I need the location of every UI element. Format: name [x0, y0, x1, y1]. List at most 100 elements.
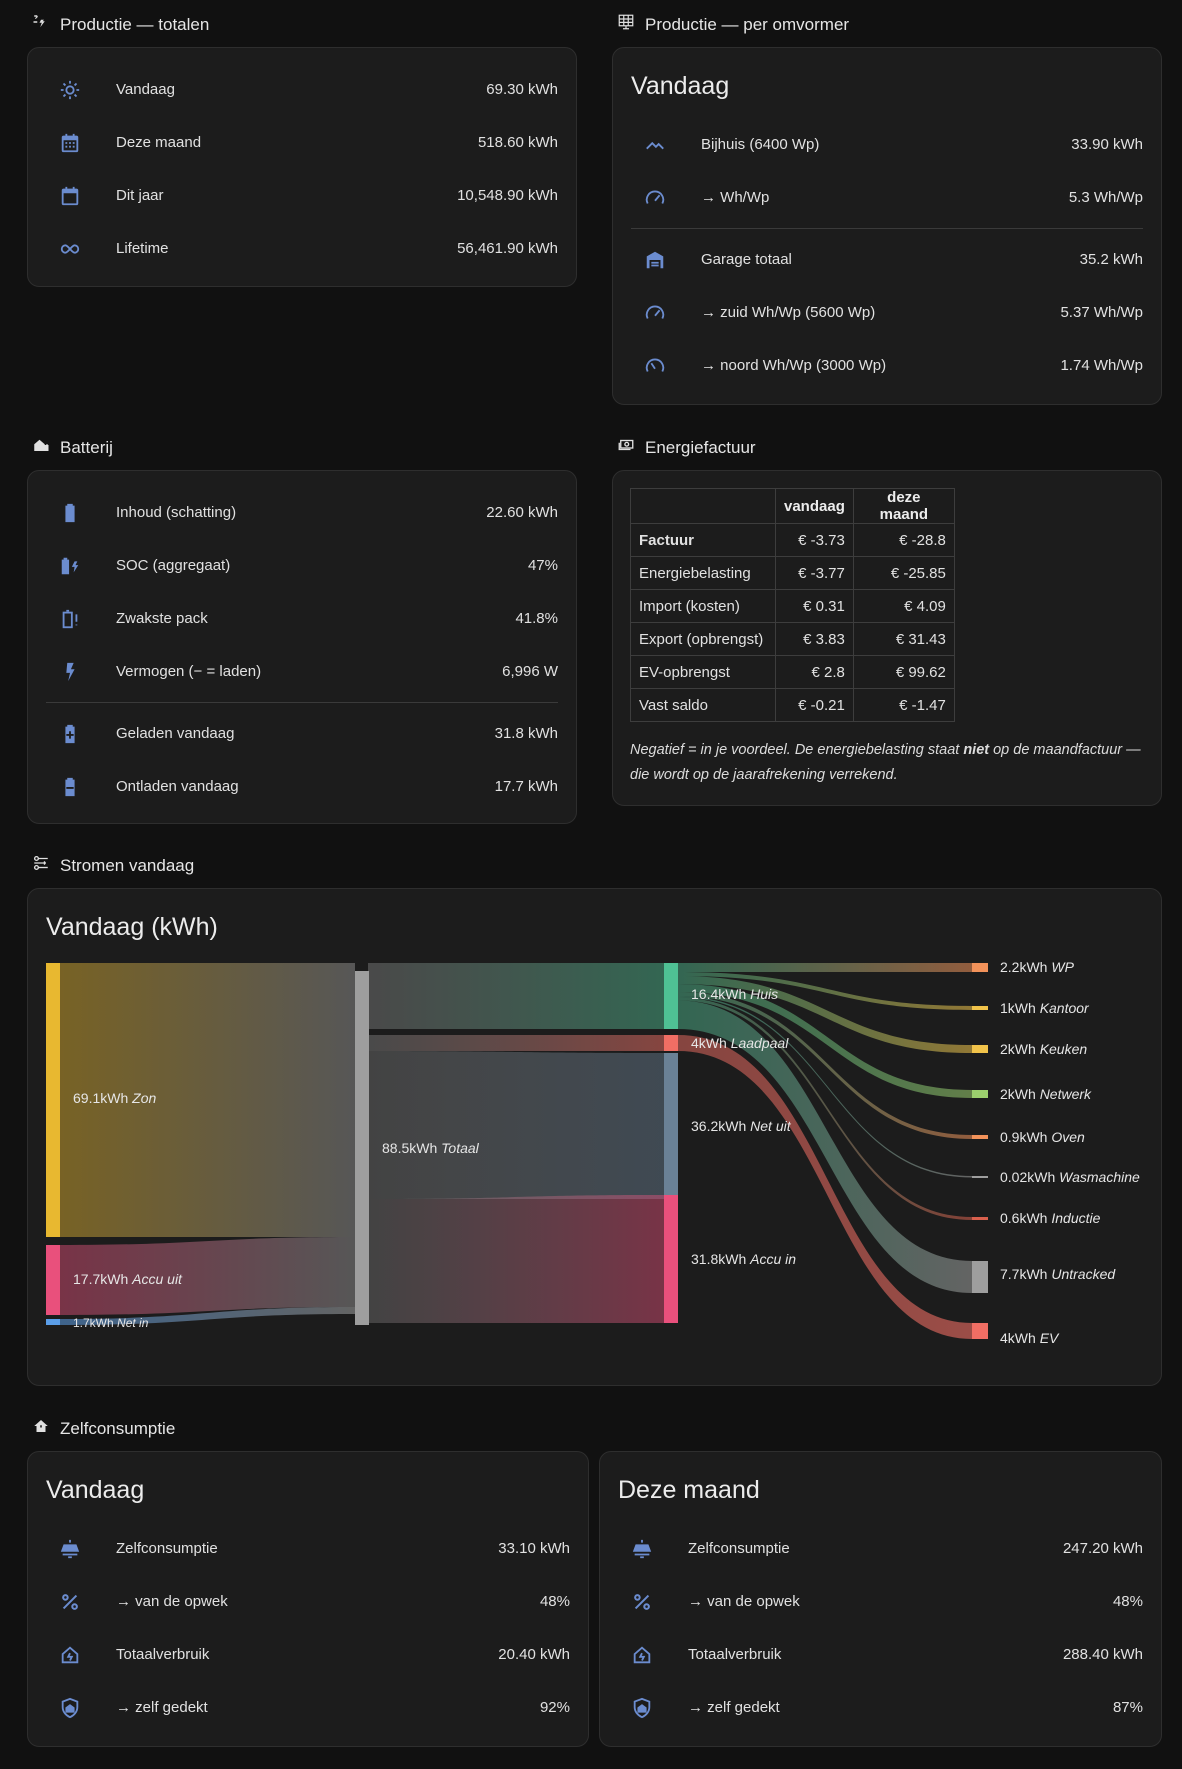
row-noord-whwp[interactable]: → noord Wh/Wp (3000 Wp) 1.74 Wh/Wp	[613, 339, 1161, 392]
row-label: Deze maand	[116, 134, 202, 151]
node-bar-keuken[interactable]	[972, 1045, 988, 1053]
row-value: 87%	[1112, 1699, 1143, 1716]
table-header: vandaag	[775, 488, 854, 524]
node-bar-totaal[interactable]	[355, 971, 369, 1325]
percent-icon	[54, 1586, 86, 1618]
row-totaalverbruik[interactable]: Totaalverbruik 288.40 kWh	[600, 1628, 1161, 1681]
section-title-energiefactuur: Energiefactuur	[617, 436, 756, 459]
node-bar-accu-uit[interactable]	[46, 1245, 60, 1315]
calendar-month-icon	[54, 127, 86, 159]
row-value: 5.3 Wh/Wp	[1068, 189, 1143, 206]
section-title-text: Energiefactuur	[645, 437, 756, 457]
garage-icon	[639, 244, 671, 276]
node-bar-inductie[interactable]	[972, 1217, 988, 1220]
card-zelf-deze-maand: Deze maand Zelfconsumptie 247.20 kWh → v…	[599, 1451, 1162, 1747]
table-cell: € -3.77	[775, 556, 854, 590]
row-value: 56,461.90 kWh	[457, 240, 558, 257]
row-zuid-whwp[interactable]: → zuid Wh/Wp (5600 Wp) 5.37 Wh/Wp	[613, 286, 1161, 339]
row-zwakste-pack[interactable]: Zwakste pack 41.8%	[28, 592, 576, 645]
row-garage-totaal[interactable]: Garage totaal 35.2 kWh	[613, 233, 1161, 286]
flow-huis-netwerk	[678, 984, 972, 1098]
row-deze-maand[interactable]: Deze maand 518.60 kWh	[28, 116, 576, 169]
card-productie-totalen: Vandaag 69.30 kWh Deze maand 518.60 kWh …	[27, 47, 577, 287]
flow-netin-totaal	[60, 1307, 355, 1325]
node-bar-net-in[interactable]	[46, 1319, 60, 1325]
row-zelfconsumptie[interactable]: Zelfconsumptie 33.10 kWh	[28, 1522, 588, 1575]
row-label: Vermogen (− = laden)	[116, 663, 262, 680]
row-vermogen[interactable]: Vermogen (− = laden) 6,996 W	[28, 645, 576, 698]
row-value: 33.90 kWh	[1071, 136, 1143, 153]
table-cell: € 4.09	[852, 589, 955, 623]
row-zelf-gedekt[interactable]: → zelf gedekt 87%	[600, 1681, 1161, 1734]
row-value: 33.10 kWh	[498, 1540, 570, 1557]
row-van-de-opwek[interactable]: → van de opwek 48%	[600, 1575, 1161, 1628]
section-title-productie-totalen: Productie — totalen	[32, 13, 209, 36]
node-bar-untracked[interactable]	[972, 1261, 988, 1293]
node-label-net-uit: 36.2kWh Net uit	[691, 1118, 792, 1134]
table-row: EV-opbrengst € 2.8 € 99.62	[630, 655, 955, 689]
table-cell: € 2.8	[775, 655, 854, 689]
node-bar-zon[interactable]	[46, 963, 60, 1237]
row-lifetime[interactable]: Lifetime 56,461.90 kWh	[28, 222, 576, 275]
percent-icon	[626, 1586, 658, 1618]
flow-huis-keuken	[678, 976, 972, 1053]
row-value: 1.74 Wh/Wp	[1060, 357, 1143, 374]
node-bar-huis[interactable]	[664, 963, 678, 1029]
node-bar-netwerk[interactable]	[972, 1090, 988, 1098]
section-title-batterij: Batterij	[32, 436, 113, 459]
row-value: 22.60 kWh	[486, 504, 558, 521]
sankey-chart: 69.1kWh Zon 17.7kWh Accu uit 1.7kWh Net …	[46, 959, 1140, 1346]
table-cell: € -1.47	[852, 688, 955, 722]
table-row: Factuur € -3.73 € -28.8	[630, 523, 955, 557]
node-label-accu-uit: 17.7kWh Accu uit	[73, 1271, 183, 1287]
row-label: Dit jaar	[116, 187, 164, 204]
node-label-accu-in: 31.8kWh Accu in	[691, 1251, 796, 1267]
row-zelfconsumptie[interactable]: Zelfconsumptie 247.20 kWh	[600, 1522, 1161, 1575]
node-bar-oven[interactable]	[972, 1135, 988, 1139]
row-zelf-gedekt[interactable]: → zelf gedekt 92%	[28, 1681, 588, 1734]
node-bar-wp[interactable]	[972, 963, 988, 972]
node-bar-kantoor[interactable]	[972, 1006, 988, 1010]
table-cell: EV-opbrengst	[630, 655, 776, 689]
row-bijhuis-whwp[interactable]: → Wh/Wp 5.3 Wh/Wp	[613, 171, 1161, 224]
row-label: Bijhuis (6400 Wp)	[701, 136, 820, 153]
node-label-wp: 2.2kWh WP	[1000, 959, 1075, 975]
row-dit-jaar[interactable]: Dit jaar 10,548.90 kWh	[28, 169, 576, 222]
gauge-low-icon	[639, 350, 671, 382]
node-bar-wasmachine[interactable]	[972, 1176, 988, 1178]
gauge-icon	[639, 297, 671, 329]
row-label: Zelfconsumptie	[688, 1540, 790, 1557]
flow-laadpaal-ev	[678, 1035, 972, 1339]
transfer-icon	[32, 854, 50, 877]
row-value: 5.37 Wh/Wp	[1060, 304, 1143, 321]
node-bar-net-uit[interactable]	[664, 1053, 678, 1199]
shield-home-icon	[626, 1692, 658, 1724]
node-label-netwerk: 2kWh Netwerk	[1000, 1086, 1092, 1102]
card-batterij: Inhoud (schatting) 22.60 kWh SOC (aggreg…	[27, 470, 577, 824]
section-title-stromen: Stromen vandaag	[32, 854, 194, 877]
row-soc[interactable]: SOC (aggregaat) 47%	[28, 539, 576, 592]
node-label-huis: 16.4kWh Huis	[691, 986, 778, 1002]
note-text: op de maandfactuur — die wordt op de jaa…	[630, 742, 1141, 783]
row-vandaag[interactable]: Vandaag 69.30 kWh	[28, 63, 576, 116]
node-bar-accu-in[interactable]	[664, 1195, 678, 1323]
shield-home-icon	[54, 1692, 86, 1724]
row-bijhuis[interactable]: Bijhuis (6400 Wp) 33.90 kWh	[613, 118, 1161, 171]
row-van-de-opwek[interactable]: → van de opwek 48%	[28, 1575, 588, 1628]
row-inhoud[interactable]: Inhoud (schatting) 22.60 kWh	[28, 486, 576, 539]
node-bar-ev[interactable]	[972, 1323, 988, 1339]
row-totaalverbruik[interactable]: Totaalverbruik 20.40 kWh	[28, 1628, 588, 1681]
row-value: 41.8%	[515, 610, 558, 627]
section-title-productie-omvormer: Productie — per omvormer	[617, 13, 849, 36]
table-cell: Energiebelasting	[630, 556, 776, 590]
factuur-table: vandaag deze maand Factuur € -3.73 € -28…	[630, 488, 955, 722]
row-label: → van de opwek	[116, 1593, 228, 1610]
node-bar-laadpaal[interactable]	[664, 1035, 678, 1051]
row-ontladen[interactable]: Ontladen vandaag 17.7 kWh	[28, 760, 576, 813]
row-label: Ontladen vandaag	[116, 778, 239, 795]
row-geladen[interactable]: Geladen vandaag 31.8 kWh	[28, 707, 576, 760]
section-title-zelfconsumptie: Zelfconsumptie	[32, 1417, 175, 1440]
note-text: Negatief = in je voordeel. De energiebel…	[630, 742, 964, 758]
node-label-zon: 69.1kWh Zon	[73, 1090, 156, 1106]
row-label: Totaalverbruik	[116, 1646, 210, 1663]
